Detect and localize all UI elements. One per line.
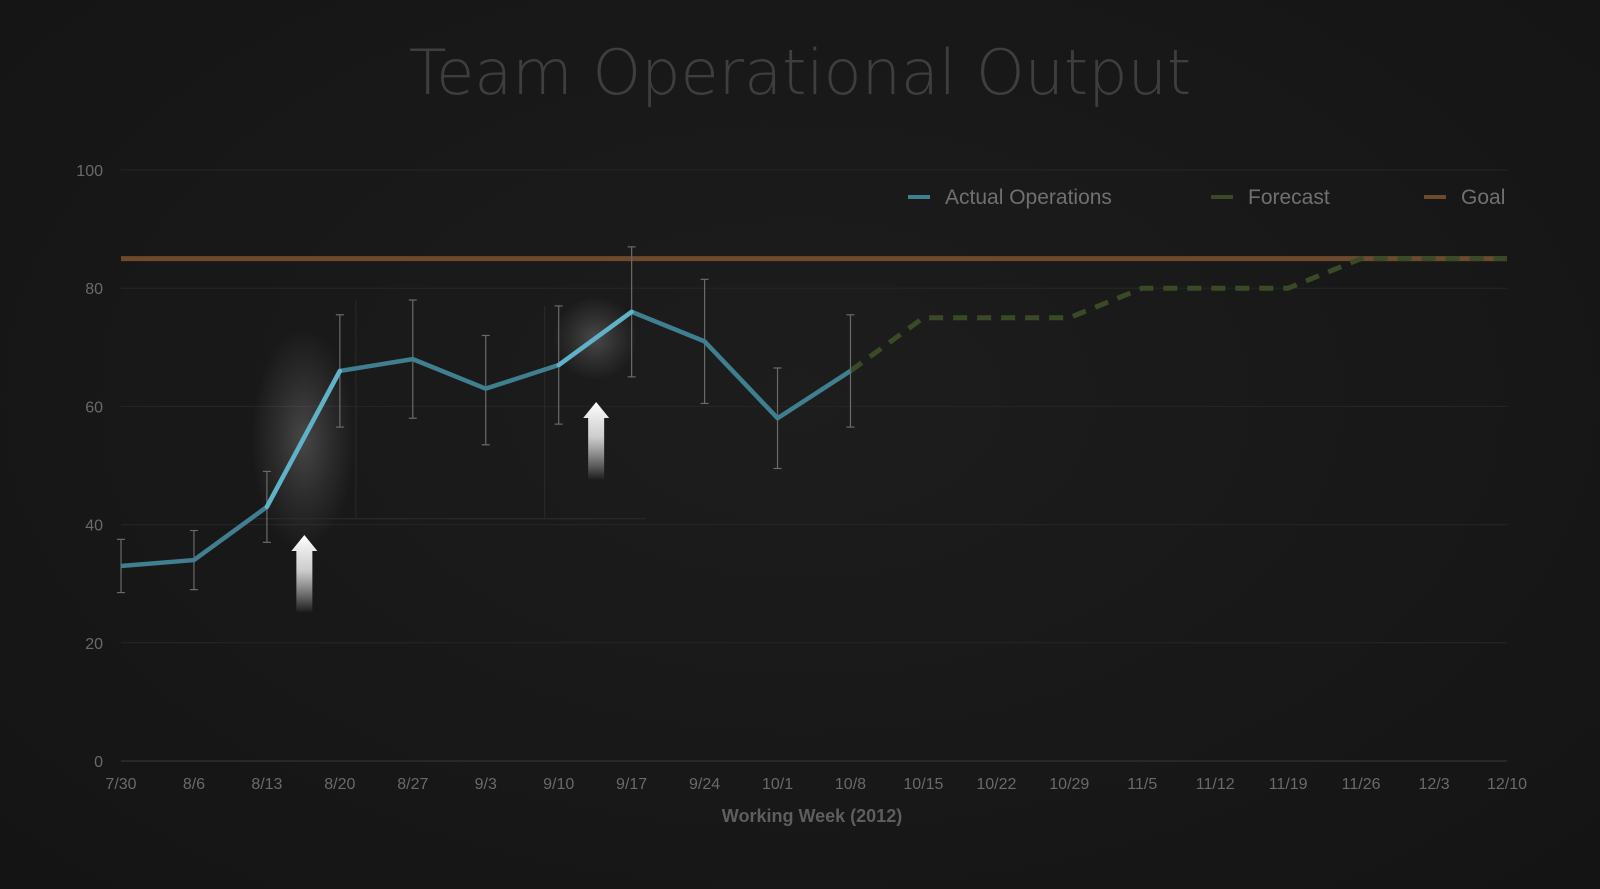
legend-label: Actual Operations xyxy=(945,186,1112,209)
up-arrow-icon xyxy=(291,535,318,613)
legend-label: Forecast xyxy=(1248,186,1330,209)
y-tick-label: 60 xyxy=(85,399,103,416)
legend-label: Goal xyxy=(1461,186,1505,209)
x-tick-label: 12/10 xyxy=(1487,776,1527,793)
annotation-guides xyxy=(251,300,646,520)
annotation-arrows xyxy=(291,402,610,613)
forecast-line xyxy=(849,256,1507,373)
y-tick-label: 40 xyxy=(85,518,103,535)
actual-line xyxy=(120,309,852,569)
actual-series xyxy=(120,309,852,569)
x-tick-label: 11/26 xyxy=(1342,776,1381,793)
x-tick-label: 9/3 xyxy=(475,776,497,793)
x-tick-label: 10/8 xyxy=(835,776,866,793)
x-tick-label: 7/30 xyxy=(105,776,136,793)
x-tick-label: 10/22 xyxy=(976,776,1016,793)
error-bars xyxy=(117,246,855,594)
legend-item: Actual Operations xyxy=(908,186,1112,209)
x-axis-ticks: 7/30 8/6 8/13 8/20 8/27 9/3 9/10 9/17 9/24 10/1 10… xyxy=(105,776,1527,793)
chart-title: Team Operational Output xyxy=(408,36,1192,109)
x-tick-label: 11/12 xyxy=(1196,776,1235,793)
highlight-glows xyxy=(251,296,638,549)
x-tick-label: 8/20 xyxy=(324,776,355,793)
legend-item: Forecast xyxy=(1211,186,1330,209)
y-axis-ticks: 0 20 40 60 80 100 xyxy=(76,163,103,771)
x-tick-label: 9/17 xyxy=(616,776,647,793)
x-axis-title: Working Week (2012) xyxy=(722,806,902,826)
actual-line-highlight xyxy=(556,309,634,368)
x-tick-label: 10/15 xyxy=(903,776,943,793)
x-tick-label: 11/5 xyxy=(1127,776,1157,793)
x-tick-label: 11/19 xyxy=(1269,776,1308,793)
y-tick-label: 20 xyxy=(85,636,103,653)
y-tick-label: 0 xyxy=(94,754,103,771)
x-tick-label: 12/3 xyxy=(1418,776,1449,793)
x-tick-label: 10/29 xyxy=(1049,776,1089,793)
legend: Actual Operations Forecast Goal xyxy=(908,186,1505,209)
x-tick-label: 9/24 xyxy=(689,776,720,793)
legend-item: Goal xyxy=(1424,186,1505,209)
forecast-series xyxy=(849,256,1507,373)
y-tick-label: 80 xyxy=(85,281,103,298)
up-arrow-icon xyxy=(583,402,610,480)
actual-line-highlight xyxy=(264,368,343,510)
x-tick-label: 8/27 xyxy=(397,776,428,793)
x-tick-label: 10/1 xyxy=(762,776,793,793)
x-tick-label: 8/13 xyxy=(251,776,282,793)
x-tick-label: 9/10 xyxy=(543,776,574,793)
y-tick-label: 100 xyxy=(76,163,103,180)
x-tick-label: 8/6 xyxy=(183,776,205,793)
